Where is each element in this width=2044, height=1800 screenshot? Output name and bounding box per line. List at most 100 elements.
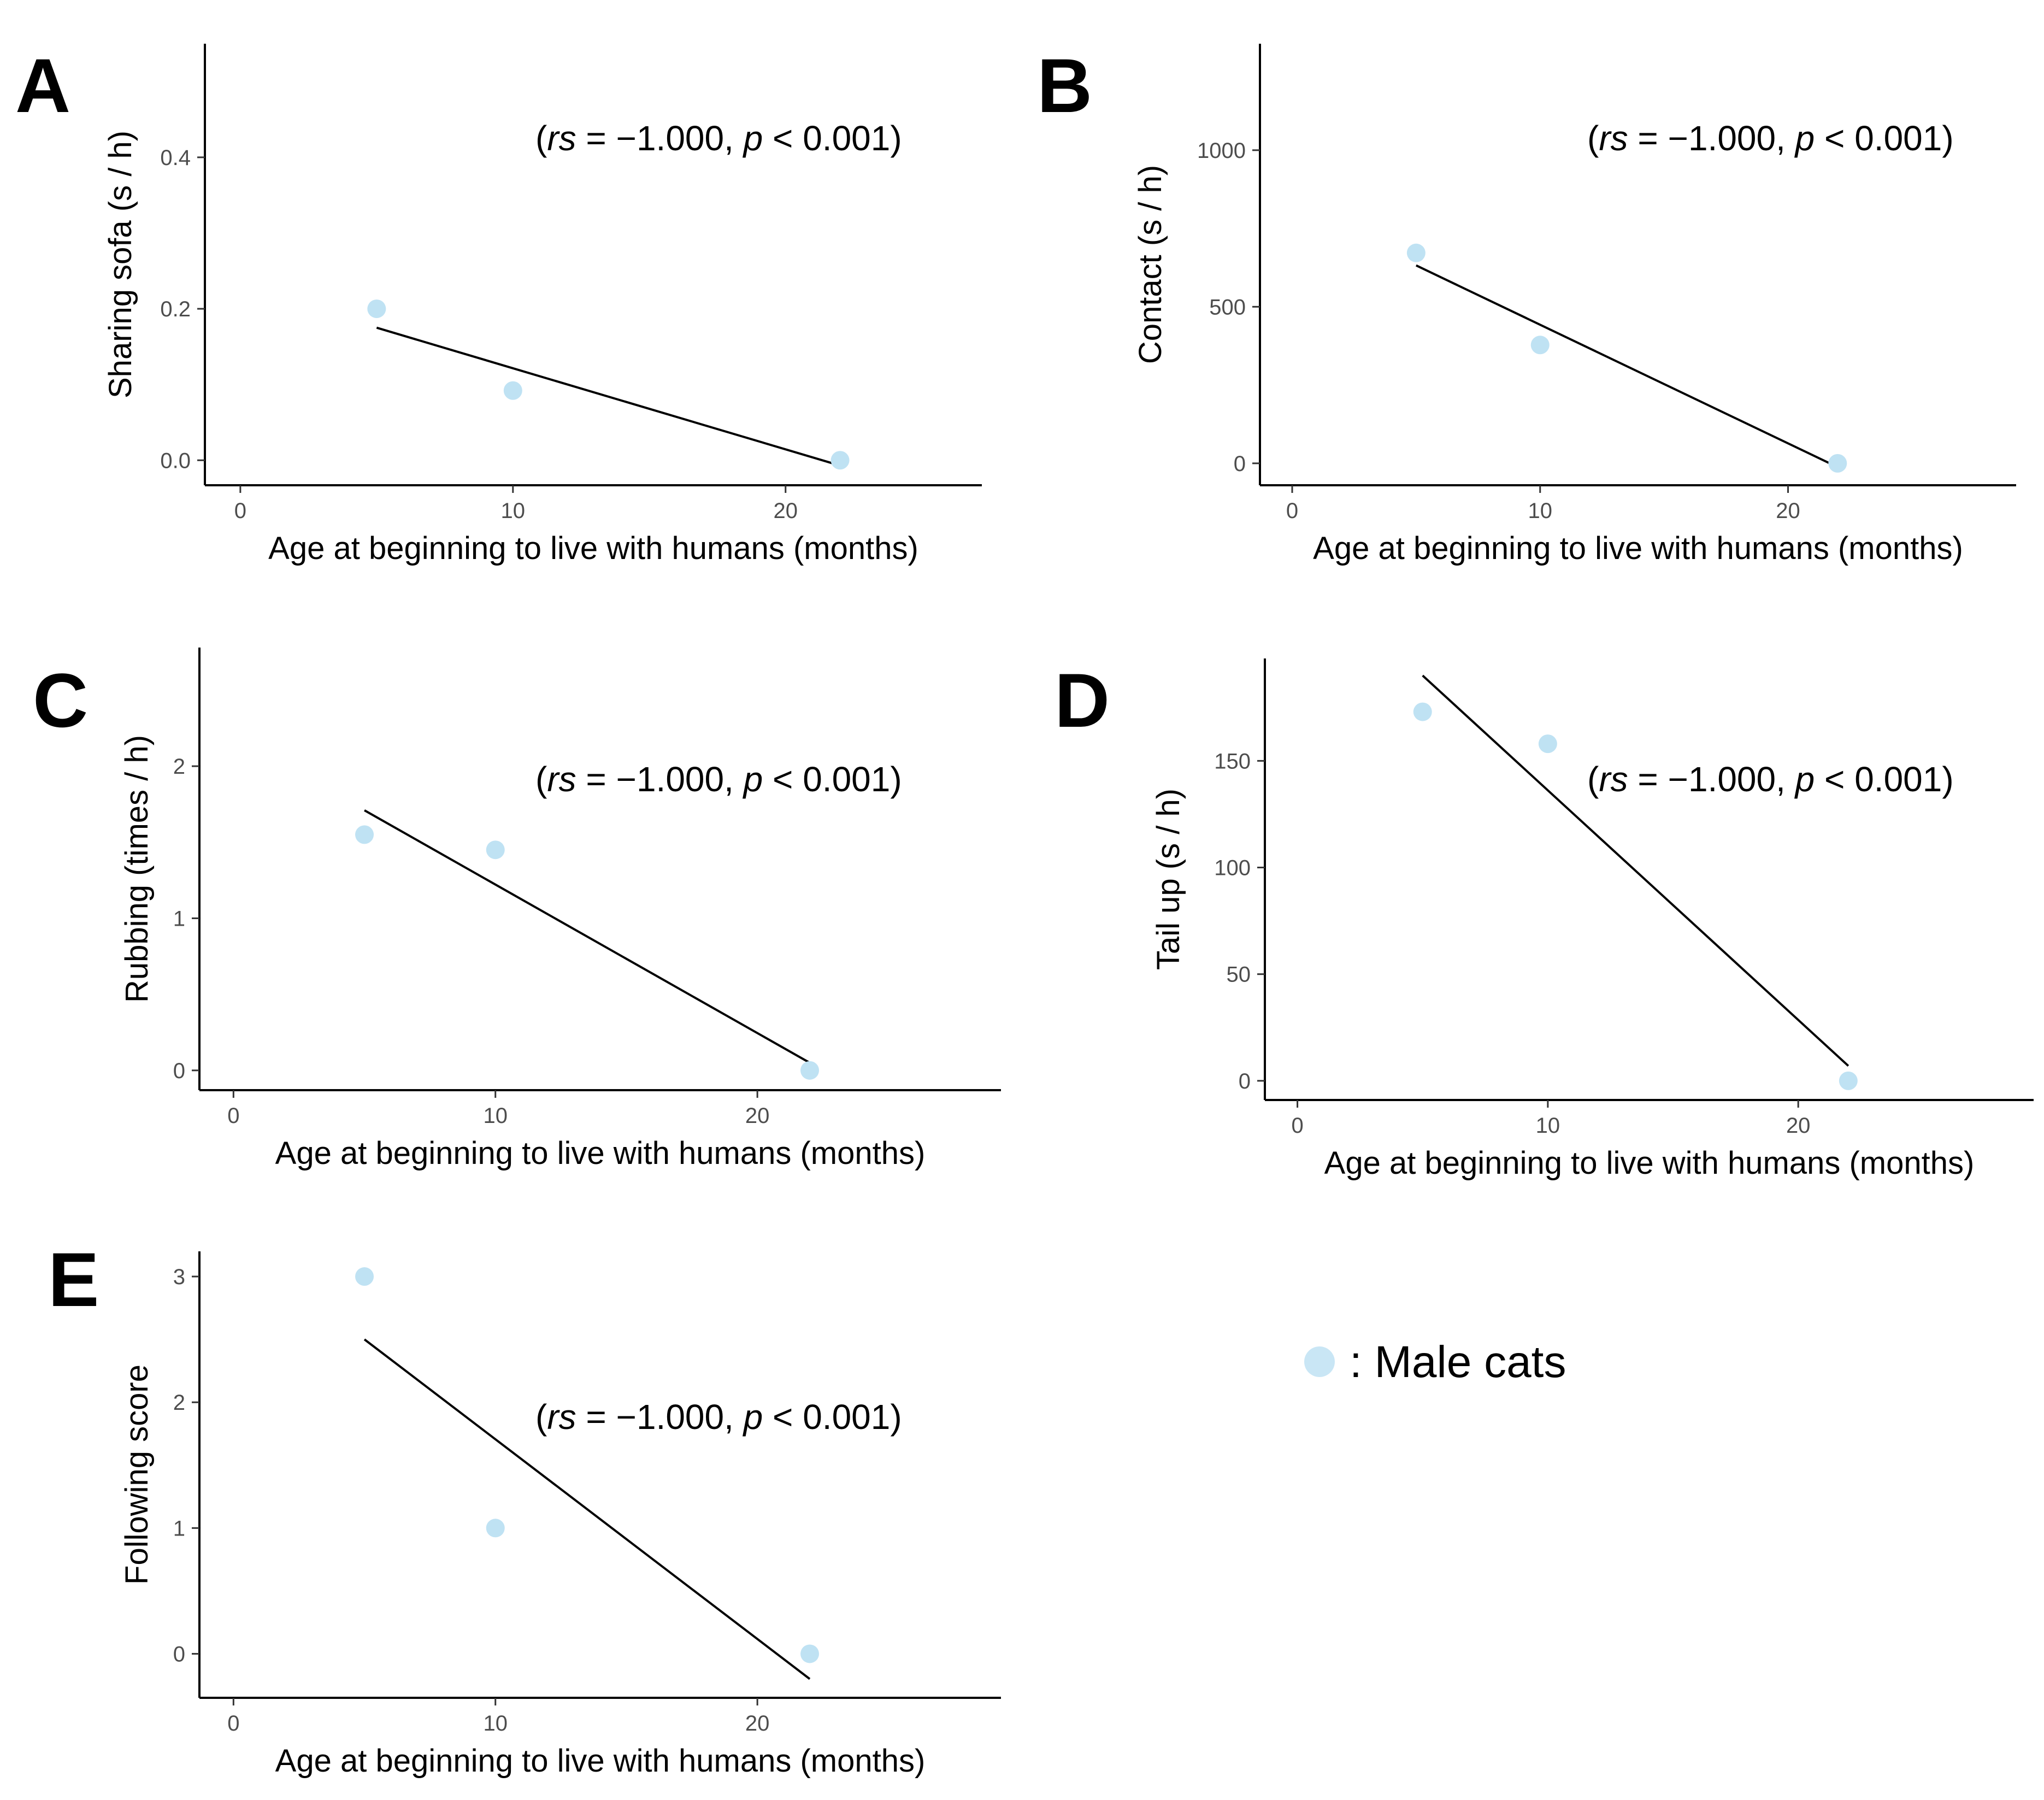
annotation-rs: rs [547,1397,576,1437]
y-tick-label: 0.4 [160,146,191,170]
stat-annotation: (rs = −1.000, p < 0.001) [1587,119,1954,158]
y-tick-label: 150 [1214,749,1251,773]
regression-line [1416,264,1839,468]
y-tick-label: 0 [173,1642,185,1666]
annotation-rest: < 0.001 [763,119,890,158]
x-tick-label: 10 [1536,1114,1560,1138]
panel-d: D 0 10 20 0 50 100 150 Age at beginning to live … [1055,657,2034,1181]
x-tick-label: 10 [501,499,526,523]
x-tick-label: 0 [234,499,246,523]
annotation-close: ) [890,1397,902,1437]
y-tick-label: 0 [1239,1069,1251,1093]
regression-line [376,326,841,467]
y-axis-label: Rubbing (times / h) [119,735,155,1003]
legend: : Male cats [1304,1337,1566,1387]
data-point [1530,336,1550,355]
data-point [1538,734,1557,754]
annotation-p: p [1794,119,1815,158]
annotation-close: ) [890,760,902,799]
annotation-mid: = −1.000, [576,760,744,799]
legend-label: : Male cats [1350,1337,1566,1387]
annotation-rest: < 0.001 [763,1397,890,1437]
y-tick-label: 0.0 [160,449,191,473]
annotation-rest: < 0.001 [1815,119,1942,158]
y-tick-label: 2 [173,755,185,779]
legend-marker [1304,1346,1335,1377]
y-tick-label: 50 [1227,963,1251,987]
stat-annotation: (rs = −1.000, p < 0.001) [535,1397,902,1437]
annotation-mid: = −1.000, [1628,760,1795,799]
annotation-open: ( [535,760,547,799]
regression-line [363,1338,811,1680]
annotation-close: ) [1942,760,1953,799]
annotation-close: ) [1942,119,1953,158]
annotation-rs: rs [1599,119,1628,158]
x-tick-label: 10 [483,1711,508,1736]
annotation-rest: < 0.001 [1815,760,1942,799]
panel-letter-a: A [15,43,70,128]
y-tick-label: 500 [1209,295,1246,319]
data-point [1839,1071,1858,1090]
stat-annotation: (rs = −1.000, p < 0.001) [535,760,902,799]
x-tick-label: 0 [227,1104,239,1128]
data-point [830,451,850,470]
y-tick-label: 1 [173,907,185,931]
data-point [1413,702,1432,721]
panel-letter-b: B [1037,43,1092,128]
x-tick-label: 20 [774,499,798,523]
x-tick-label: 10 [1528,499,1553,523]
y-tick-label: 1000 [1197,139,1246,163]
annotation-rest: < 0.001 [763,760,890,799]
y-axis-label: Contact (s / h) [1133,165,1168,364]
data-point [486,840,505,860]
annotation-open: ( [535,119,547,158]
regression-line [1422,674,1849,1067]
annotation-mid: = −1.000, [576,119,744,158]
x-tick-label: 0 [227,1711,239,1736]
x-tick-label: 10 [483,1104,508,1128]
data-point [800,1061,820,1080]
y-axis-label: Sharing sofa (s / h) [103,131,138,398]
x-axis-label: Age at beginning to live with humans (mo… [275,1136,926,1171]
panel-b: B 0 10 20 0 500 1000 Age at beginning to live w… [1037,43,2016,566]
x-axis-label: Age at beginning to live with humans (mo… [1313,531,1963,566]
annotation-close: ) [890,119,902,158]
y-tick-label: 3 [173,1265,185,1289]
annotation-p: p [743,760,763,799]
annotation-p: p [743,1397,763,1437]
y-tick-label: 0 [1234,452,1246,476]
data-point [486,1519,505,1538]
x-axis-label: Age at beginning to live with humans (mo… [275,1743,926,1779]
x-tick-label: 20 [1786,1114,1811,1138]
y-axis-label: Following score [119,1364,155,1585]
panel-a: A 0 10 20 0.0 0.2 0.4 Age at beginning to live … [15,43,982,566]
annotation-open: ( [535,1397,547,1437]
annotation-mid: = −1.000, [576,1397,744,1437]
x-tick-label: 0 [1286,499,1298,523]
y-tick-label: 0 [173,1059,185,1083]
y-axis-label: Tail up (s / h) [1151,789,1186,970]
annotation-open: ( [1587,760,1599,799]
x-tick-label: 0 [1291,1114,1303,1138]
data-point [1406,243,1426,262]
y-tick-label: 100 [1214,856,1251,880]
panel-c: C 0 10 20 0 1 2 Age at beginning to live with h… [33,648,1001,1171]
annotation-mid: = −1.000, [1628,119,1795,158]
annotation-p: p [1794,760,1815,799]
stat-annotation: (rs = −1.000, p < 0.001) [1587,760,1954,799]
x-tick-label: 20 [745,1104,770,1128]
y-tick-label: 0.2 [160,297,191,321]
x-tick-label: 20 [745,1711,770,1736]
data-point [1828,454,1847,473]
annotation-rs: rs [1599,760,1628,799]
panel-letter-c: C [33,657,88,743]
data-point [355,1267,374,1286]
regression-line [364,809,811,1064]
x-axis-label: Age at beginning to live with humans (mo… [268,531,918,566]
y-tick-label: 1 [173,1516,185,1540]
y-tick-label: 2 [173,1391,185,1415]
x-tick-label: 20 [1776,499,1800,523]
data-point [367,299,386,319]
